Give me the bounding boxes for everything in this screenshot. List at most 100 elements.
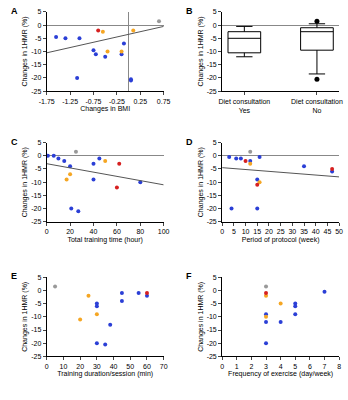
svg-text:Diet consultationYes: Diet consultationYes bbox=[218, 98, 270, 114]
svg-text:30: 30 bbox=[93, 363, 101, 370]
svg-text:-15: -15 bbox=[31, 326, 41, 333]
svg-text:-10: -10 bbox=[31, 179, 41, 186]
svg-text:40: 40 bbox=[110, 363, 118, 370]
svg-text:-10: -10 bbox=[31, 48, 41, 55]
svg-text:5: 5 bbox=[213, 139, 217, 146]
svg-text:50: 50 bbox=[126, 363, 134, 370]
svg-text:5: 5 bbox=[37, 139, 41, 146]
svg-text:2: 2 bbox=[249, 363, 253, 370]
svg-text:Changes in 1HMR (%): Changes in 1HMR (%) bbox=[197, 16, 205, 86]
svg-text:-15: -15 bbox=[207, 326, 217, 333]
svg-text:E: E bbox=[11, 271, 17, 281]
svg-text:0.25: 0.25 bbox=[133, 98, 147, 105]
svg-text:30: 30 bbox=[288, 228, 296, 235]
svg-text:D: D bbox=[186, 137, 193, 147]
svg-text:Changes in 1HMR (%): Changes in 1HMR (%) bbox=[21, 16, 29, 86]
svg-text:-25: -25 bbox=[207, 88, 217, 95]
svg-text:0: 0 bbox=[37, 287, 41, 294]
svg-text:-25: -25 bbox=[31, 353, 41, 360]
svg-text:-15: -15 bbox=[207, 61, 217, 68]
svg-text:Changes in 1HMR (%): Changes in 1HMR (%) bbox=[21, 147, 29, 217]
svg-text:-0.25: -0.25 bbox=[109, 98, 125, 105]
svg-text:4: 4 bbox=[279, 363, 283, 370]
svg-text:0: 0 bbox=[37, 152, 41, 159]
svg-text:0: 0 bbox=[213, 22, 217, 29]
svg-text:Total training time (hour): Total training time (hour) bbox=[67, 236, 142, 244]
svg-text:Period of protocol (week): Period of protocol (week) bbox=[242, 236, 320, 244]
svg-text:50: 50 bbox=[335, 228, 343, 235]
svg-text:-25: -25 bbox=[31, 218, 41, 225]
svg-text:-10: -10 bbox=[207, 179, 217, 186]
svg-text:-25: -25 bbox=[207, 218, 217, 225]
svg-text:5: 5 bbox=[37, 8, 41, 15]
svg-text:-20: -20 bbox=[207, 205, 217, 212]
svg-text:-20: -20 bbox=[31, 340, 41, 347]
svg-text:Changes in BMI: Changes in BMI bbox=[80, 105, 130, 113]
svg-text:5: 5 bbox=[232, 228, 236, 235]
svg-text:Changes in 1HMR (%): Changes in 1HMR (%) bbox=[21, 282, 29, 352]
svg-text:60: 60 bbox=[113, 228, 121, 235]
svg-text:60: 60 bbox=[143, 363, 151, 370]
svg-text:-5: -5 bbox=[35, 300, 41, 307]
svg-text:-5: -5 bbox=[211, 300, 217, 307]
svg-text:100: 100 bbox=[158, 228, 170, 235]
svg-text:5: 5 bbox=[293, 363, 297, 370]
svg-text:-20: -20 bbox=[207, 340, 217, 347]
svg-text:-5: -5 bbox=[35, 35, 41, 42]
svg-text:0: 0 bbox=[213, 287, 217, 294]
svg-text:-15: -15 bbox=[207, 192, 217, 199]
svg-text:-1.75: -1.75 bbox=[39, 98, 55, 105]
svg-text:-20: -20 bbox=[31, 74, 41, 81]
svg-text:15: 15 bbox=[253, 228, 261, 235]
svg-text:8: 8 bbox=[337, 363, 341, 370]
svg-text:-20: -20 bbox=[207, 74, 217, 81]
svg-text:-10: -10 bbox=[207, 313, 217, 320]
svg-text:F: F bbox=[186, 271, 192, 281]
svg-text:0: 0 bbox=[45, 228, 49, 235]
svg-text:C: C bbox=[11, 137, 18, 147]
svg-text:0: 0 bbox=[37, 22, 41, 29]
svg-text:5: 5 bbox=[37, 274, 41, 281]
svg-text:40: 40 bbox=[90, 228, 98, 235]
svg-text:10: 10 bbox=[242, 228, 250, 235]
svg-text:-10: -10 bbox=[31, 313, 41, 320]
svg-text:3: 3 bbox=[264, 363, 268, 370]
svg-text:1: 1 bbox=[235, 363, 239, 370]
svg-text:20: 20 bbox=[66, 228, 74, 235]
svg-text:Training duration/session (min: Training duration/session (min) bbox=[57, 370, 153, 378]
svg-text:0: 0 bbox=[220, 228, 224, 235]
svg-text:-15: -15 bbox=[31, 61, 41, 68]
svg-text:0: 0 bbox=[220, 363, 224, 370]
svg-text:5: 5 bbox=[213, 8, 217, 15]
svg-text:-1.25: -1.25 bbox=[62, 98, 78, 105]
svg-text:A: A bbox=[11, 6, 18, 16]
svg-text:-25: -25 bbox=[31, 88, 41, 95]
svg-text:25: 25 bbox=[277, 228, 285, 235]
svg-text:0: 0 bbox=[213, 152, 217, 159]
svg-text:-10: -10 bbox=[207, 48, 217, 55]
svg-text:6: 6 bbox=[308, 363, 312, 370]
svg-text:B: B bbox=[186, 6, 193, 16]
svg-text:-20: -20 bbox=[31, 205, 41, 212]
svg-text:35: 35 bbox=[300, 228, 308, 235]
svg-text:40: 40 bbox=[312, 228, 320, 235]
svg-text:0.75: 0.75 bbox=[157, 98, 171, 105]
svg-text:-5: -5 bbox=[211, 35, 217, 42]
svg-text:0: 0 bbox=[45, 363, 49, 370]
svg-text:-25: -25 bbox=[207, 353, 217, 360]
svg-text:-15: -15 bbox=[31, 192, 41, 199]
svg-text:20: 20 bbox=[265, 228, 273, 235]
svg-text:Frequency of exercise (day/wee: Frequency of exercise (day/week) bbox=[228, 370, 333, 378]
svg-text:-5: -5 bbox=[35, 165, 41, 172]
svg-text:-5: -5 bbox=[211, 165, 217, 172]
svg-text:Changes in 1HMR (%): Changes in 1HMR (%) bbox=[197, 147, 205, 217]
svg-text:80: 80 bbox=[136, 228, 144, 235]
svg-text:Diet consultationNo: Diet consultationNo bbox=[291, 98, 343, 114]
svg-text:Changes in 1HMR (%): Changes in 1HMR (%) bbox=[197, 282, 205, 352]
svg-text:45: 45 bbox=[324, 228, 332, 235]
svg-text:10: 10 bbox=[60, 363, 68, 370]
svg-text:-0.75: -0.75 bbox=[86, 98, 102, 105]
svg-text:5: 5 bbox=[213, 274, 217, 281]
svg-text:7: 7 bbox=[323, 363, 327, 370]
svg-text:20: 20 bbox=[76, 363, 84, 370]
